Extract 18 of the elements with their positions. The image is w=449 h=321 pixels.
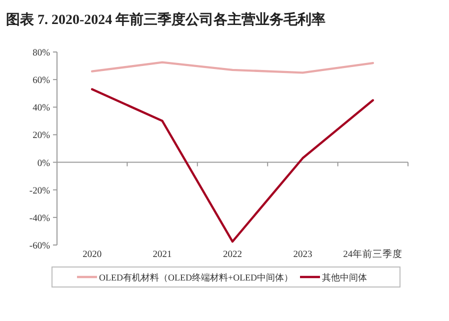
x-tick-label: 24年前三季度: [343, 248, 403, 260]
y-tick-label: -20%: [29, 186, 50, 196]
y-tick-label: 0%: [37, 158, 50, 169]
y-tick-label: 40%: [32, 104, 50, 114]
y-tick-label: 20%: [32, 131, 50, 142]
line-series: [91, 88, 374, 243]
legend-label: OLED有机材料（OLED终端材料+OLED中间体）: [99, 272, 294, 282]
chart-title: 图表 7. 2020-2024 年前三季度公司各主营业务毛利率: [6, 11, 326, 28]
y-tick-label: -40%: [29, 214, 50, 224]
x-tick-label: 2021: [152, 250, 172, 260]
legend-label: 其他中间体: [322, 272, 367, 282]
y-tick-label: -60%: [29, 242, 50, 252]
y-tick-label: 80%: [32, 48, 50, 58]
x-tick-label: 2020: [82, 250, 102, 260]
y-tick-label: 60%: [32, 76, 50, 86]
line-series: [91, 61, 374, 74]
x-tick-label: 2023: [293, 250, 312, 260]
x-tick-label: 2022: [223, 250, 242, 260]
